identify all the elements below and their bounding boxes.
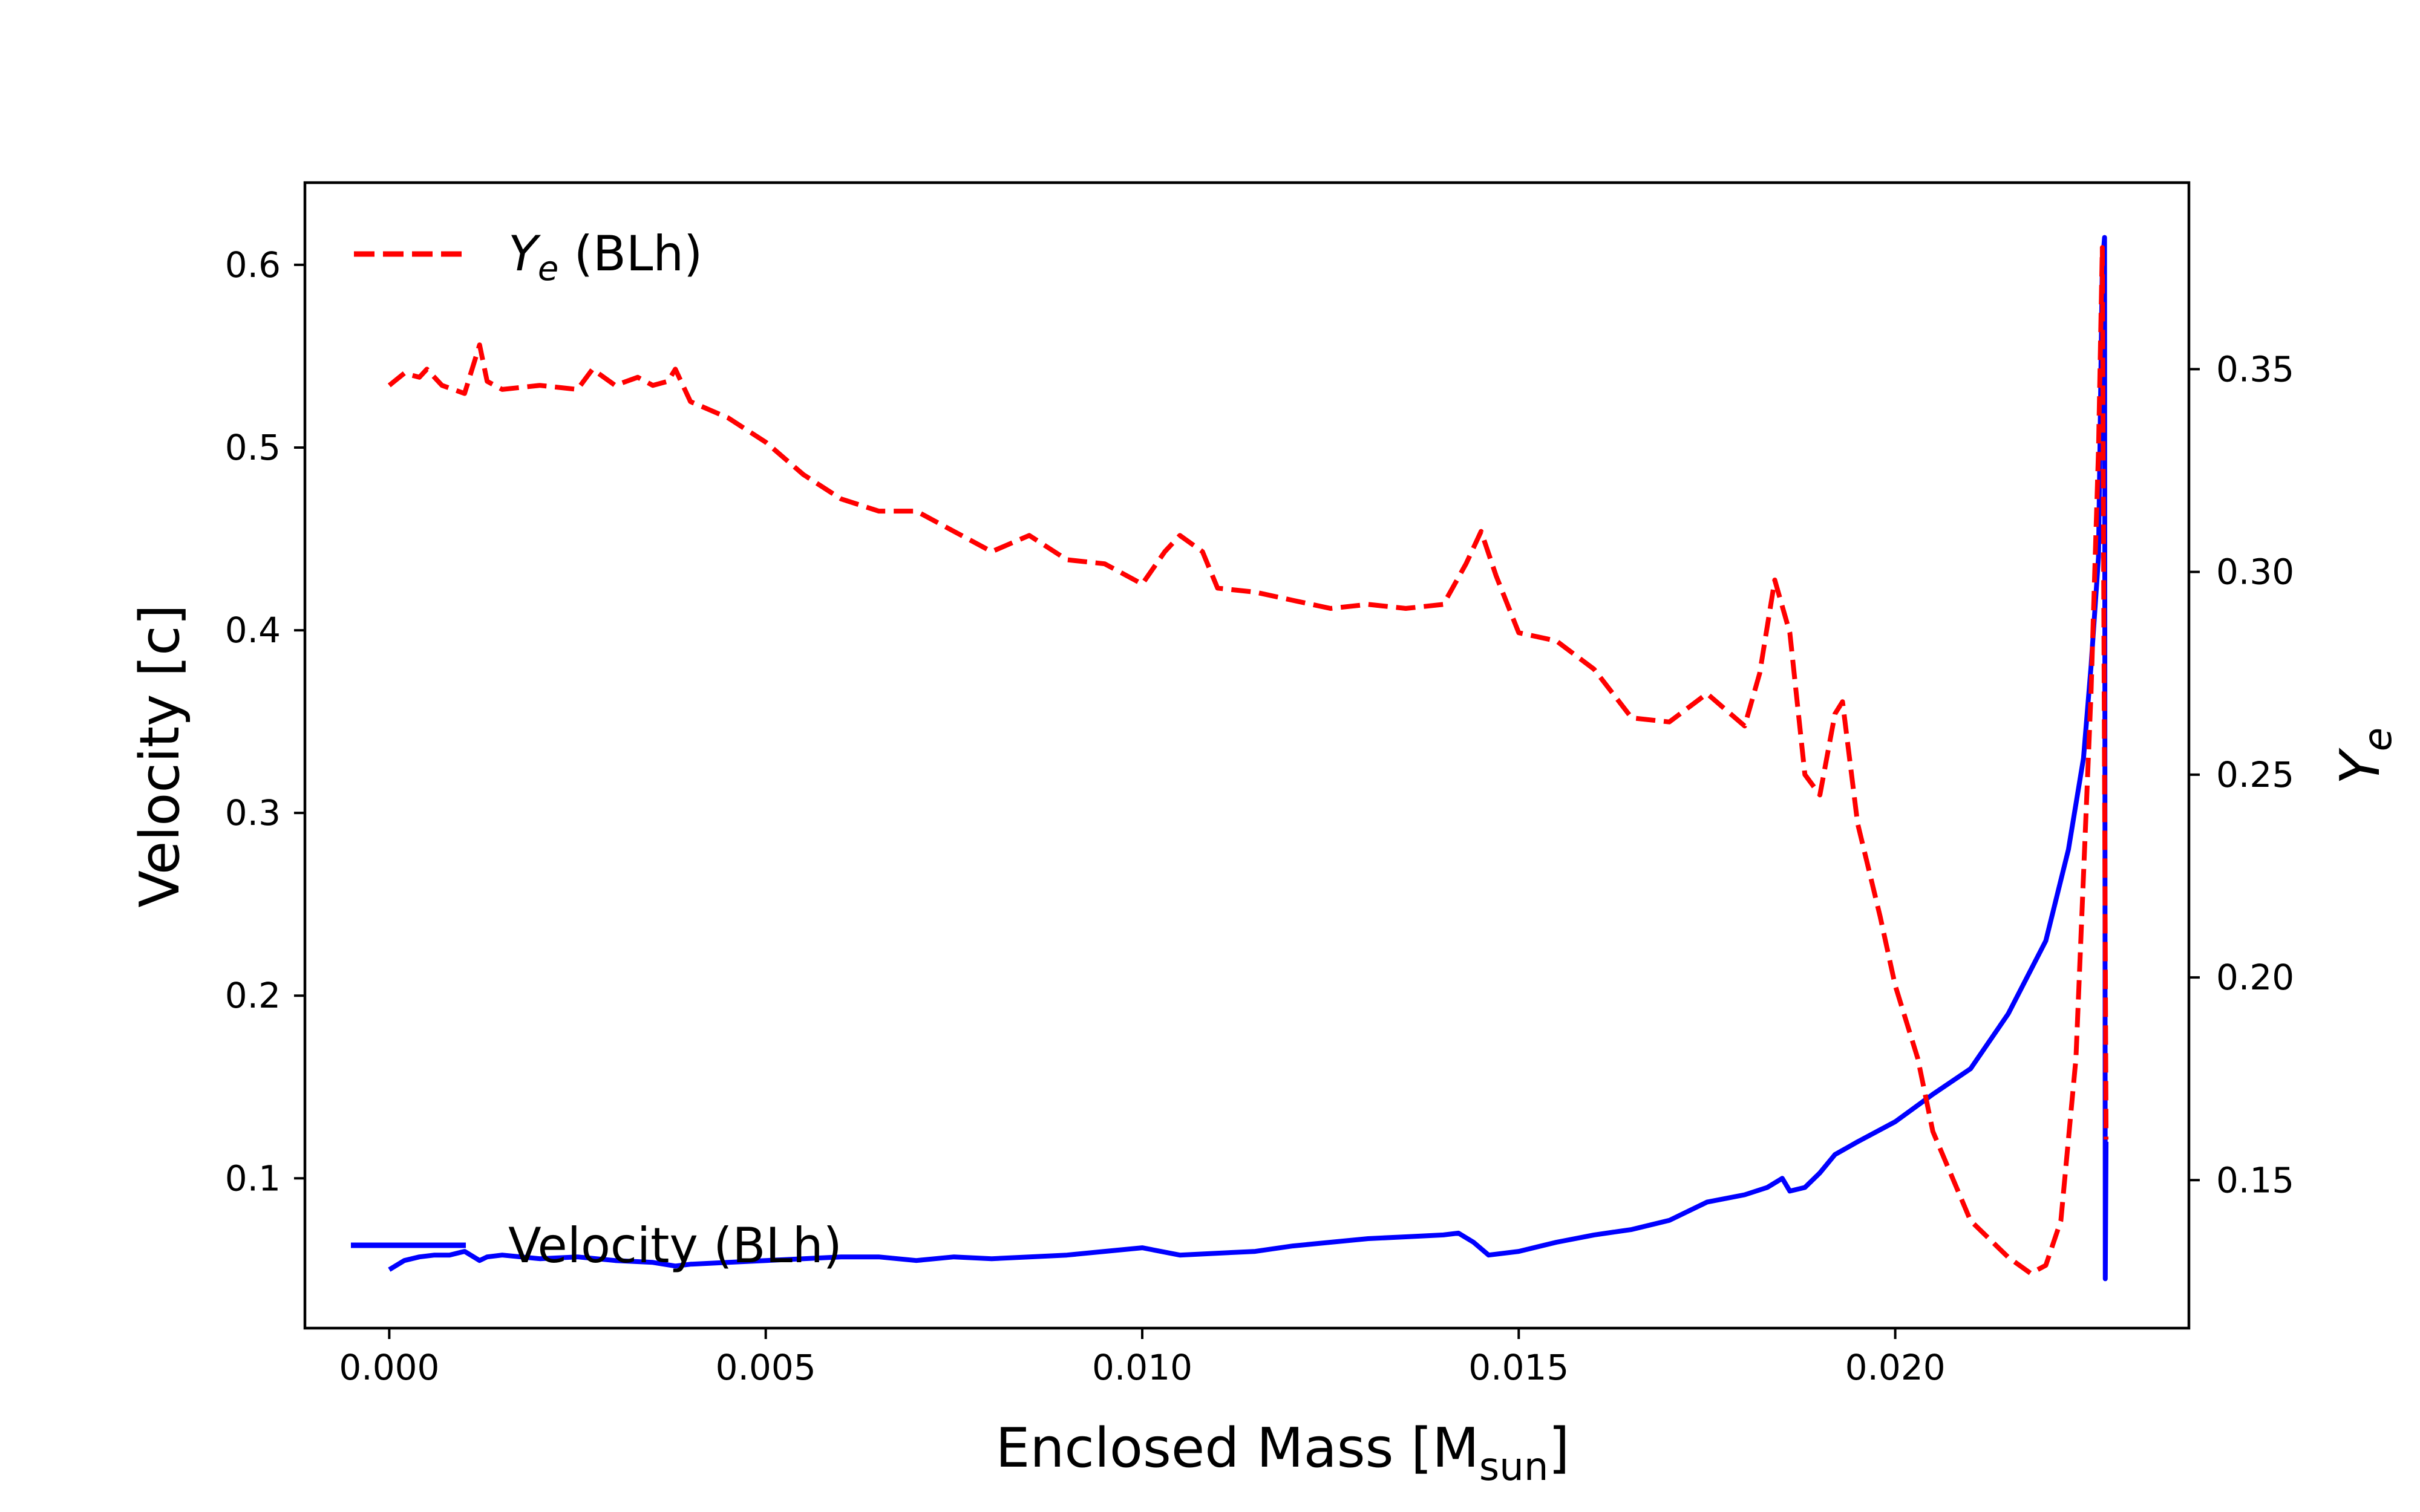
series-line-velocity	[388, 235, 2109, 1282]
y-tick-label: 0.3	[225, 792, 281, 833]
series-line-ye	[387, 245, 2109, 1276]
y2-tick-label: 0.35	[2216, 348, 2294, 389]
y2-tick-label: 0.25	[2216, 754, 2294, 795]
x-tick-label: 0.005	[716, 1347, 816, 1388]
plot-frame	[303, 181, 2191, 1330]
legend-ye-rest: (BLh)	[558, 226, 702, 282]
legend-ye: Ye (BLh)	[354, 226, 702, 288]
x-axis-label-main: Enclosed Mass [M	[995, 1416, 1479, 1480]
y-tick-label: 0.6	[225, 244, 281, 285]
legend-ye-label: Ye (BLh)	[508, 226, 702, 288]
x-tick-label: 0.020	[1845, 1347, 1946, 1388]
legend-velocity: Velocity (BLh)	[351, 1217, 842, 1274]
y2-tick-label: 0.15	[2216, 1159, 2294, 1201]
x-tick-label: 0.015	[1468, 1347, 1569, 1388]
legend-velocity-label: Velocity (BLh)	[508, 1217, 842, 1274]
ticks-layer: 0.000 0.005 0.010 0.015 0.020 0.1 0.2 0.3 0.4 0.5…	[225, 244, 2294, 1388]
y-tick-label: 0.5	[225, 427, 281, 468]
y-tick-label: 0.1	[225, 1158, 281, 1199]
y2-axis-label-subscript: e	[2356, 728, 2401, 751]
y2-tick-label: 0.20	[2216, 957, 2294, 998]
y-tick-label: 0.2	[225, 975, 281, 1016]
y2-axis-label-main: Y	[2329, 748, 2392, 784]
y2-axis-label: Ye	[2329, 728, 2401, 784]
legend-ye-main: Y	[508, 226, 541, 282]
y-axis-label: Velocity [c]	[128, 604, 192, 907]
legend-ye-subscript: e	[538, 249, 558, 288]
y-tick-label: 0.4	[225, 610, 281, 651]
x-axis-label-end: ]	[1548, 1416, 1569, 1480]
x-axis-label-subscript: sun	[1479, 1445, 1548, 1490]
x-tick-label: 0.010	[1092, 1347, 1192, 1388]
y2-tick-label: 0.30	[2216, 552, 2294, 593]
series-layer	[387, 235, 2109, 1282]
x-axis-label: Enclosed Mass [Msun]	[995, 1416, 1569, 1490]
x-tick-label: 0.000	[339, 1347, 439, 1388]
